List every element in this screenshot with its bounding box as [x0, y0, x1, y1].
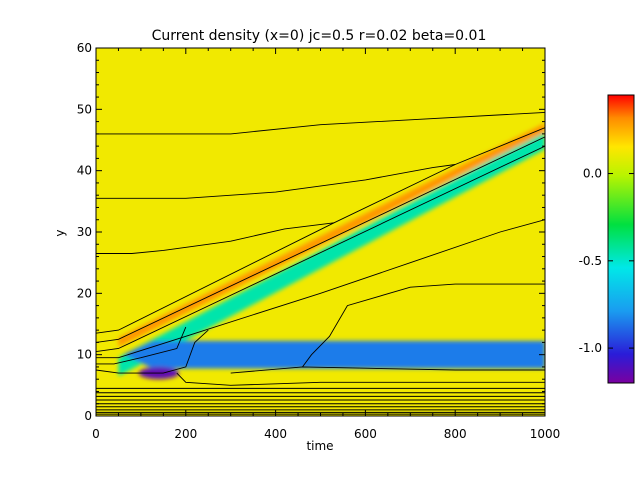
axes-layer: 0 200 400 600 800 1000 0 10 20 30 40 50 60: [77, 41, 561, 441]
feature-cyan-wake: [122, 340, 545, 369]
y-tick-label-10: 10: [77, 348, 92, 362]
x-tick-label-800: 800: [444, 427, 467, 441]
x-tick-label-200: 200: [174, 427, 197, 441]
y-tick-label-50: 50: [77, 102, 92, 116]
colorbar-scale: [607, 94, 635, 384]
x-tick-label-400: 400: [264, 427, 287, 441]
x-axis-label: time: [306, 439, 333, 453]
y-tick-label-20: 20: [77, 286, 92, 300]
y-tick-label-30: 30: [77, 225, 92, 239]
y-axis-label: y: [53, 229, 67, 236]
contour-4: [96, 127, 545, 334]
feature-diagonal-beam: [118, 130, 545, 377]
x-tick-label-0: 0: [92, 427, 100, 441]
x-tick-label-1000: 1000: [530, 427, 561, 441]
y-tick-label-40: 40: [77, 164, 92, 178]
plot-area: [96, 48, 545, 416]
colorbar-tick-label: -0.5: [579, 254, 602, 268]
colorbar-tick-label: 0.0: [583, 167, 602, 181]
contour-1: [96, 111, 545, 135]
colorbar: 0.0 -0.5 -1.0: [579, 94, 635, 384]
contour-9: [96, 329, 209, 374]
feature-upper-edge-band: [118, 123, 545, 347]
contour-12: [230, 366, 545, 374]
contour-3: [96, 222, 335, 254]
colorbar-tick-label: -1.0: [579, 341, 602, 355]
contour-7: [96, 219, 545, 359]
features-layer: [118, 123, 545, 380]
contour-2: [96, 164, 456, 199]
y-tick-label-60: 60: [77, 41, 92, 55]
contour-8: [96, 326, 187, 365]
contour-6: [96, 145, 545, 353]
contour-11: [302, 283, 545, 368]
contour-10: [176, 372, 545, 386]
chart-title: Current density (x=0) jc=0.5 r=0.02 beta…: [152, 28, 487, 44]
contour-5: [96, 136, 545, 343]
y-tick-label-0: 0: [84, 409, 92, 423]
x-tick-label-600: 600: [354, 427, 377, 441]
